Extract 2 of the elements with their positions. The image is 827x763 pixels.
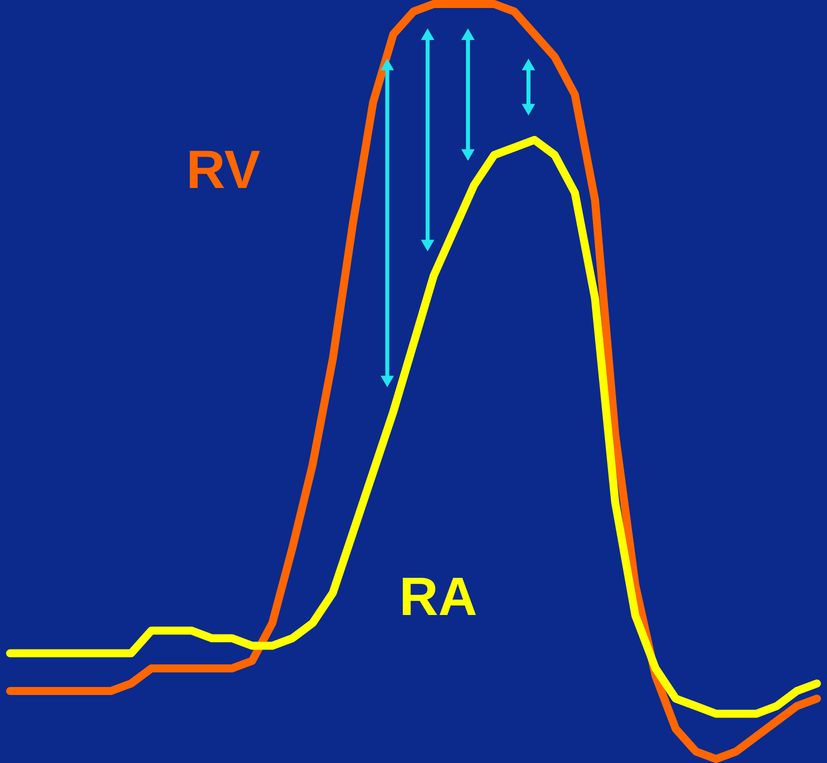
series-label: RA [399, 567, 478, 628]
series-label: RV [186, 140, 260, 200]
